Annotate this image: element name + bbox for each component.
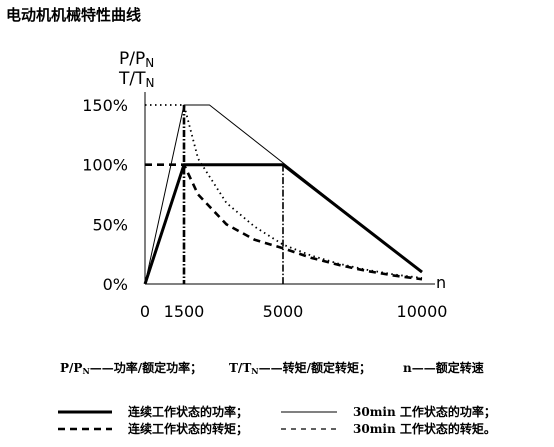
definition-0: P/PN——功率/额定功率；: [60, 360, 202, 376]
x-tick-label-3: 10000: [397, 302, 448, 321]
y-tick-label-0: 0%: [103, 275, 128, 294]
series-line-2: [145, 104, 423, 279]
legend-label-0: 连续工作状态的功率；: [128, 404, 248, 419]
axes: [144, 92, 435, 285]
x-tick-label-0: 0: [140, 302, 150, 321]
chart-title: 电动机机械特性曲线: [6, 6, 142, 24]
x-axis-label: n: [436, 273, 446, 292]
legend-label-1: 30min 工作状态的功率；: [353, 404, 496, 419]
y-axis-label-torque: T/TN: [118, 69, 154, 90]
legend-label-2: 连续工作状态的转矩；: [128, 421, 248, 436]
guides: [182, 105, 284, 284]
y-tick-label-2: 100%: [82, 156, 128, 175]
legend: 连续工作状态的功率； 30min 工作状态的功率； 连续工作状态的转矩； 30min …: [58, 404, 496, 436]
x-tick-label-2: 5000: [263, 302, 304, 321]
definition-2: n——额定转速: [403, 360, 484, 375]
definition-1: T/TN——转矩/额定转矩；: [229, 360, 371, 376]
y-tick-label-1: 50%: [92, 215, 128, 234]
y-axis-label-power: P/PN: [119, 49, 154, 70]
definitions: P/PN——功率/额定功率； T/TN——转矩/额定转矩； n——额定转速: [60, 360, 484, 376]
labels: 0% 50% 100% 150% 0 1500 5000 10000 n P/PNT/TN: [82, 49, 447, 321]
series: [143, 104, 423, 285]
y-tick-label-3: 150%: [82, 96, 128, 115]
legend-label-3: 30min 工作状态的转矩。: [353, 421, 496, 436]
x-tick-label-1: 1500: [164, 302, 205, 321]
series-line-1: [143, 163, 423, 285]
series-line-3: [145, 163, 423, 281]
